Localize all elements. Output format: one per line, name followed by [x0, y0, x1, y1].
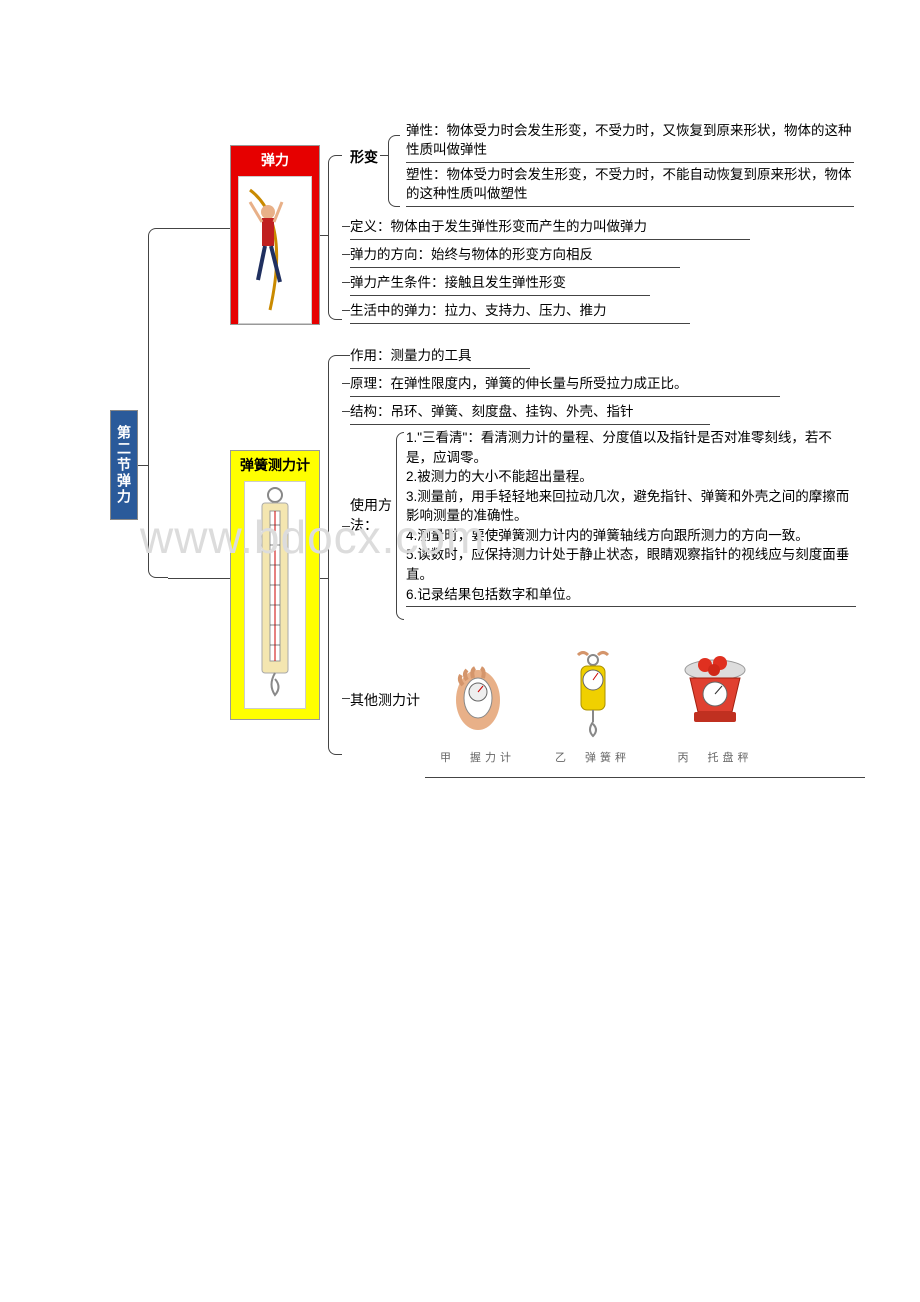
branch2-stem — [320, 578, 328, 579]
other-scales-row: 甲 握力计 乙 弹簧秤 — [440, 650, 760, 765]
node-spring-title: 弹簧测力计 — [231, 451, 319, 479]
conn-to-yellow — [168, 578, 230, 579]
root-title: 第二节弹力 — [114, 425, 134, 505]
conn-to-red — [168, 228, 230, 229]
spring-balance: 乙 弹簧秤 — [555, 650, 630, 765]
text-function: 作用：测量力的工具 — [350, 347, 530, 369]
text-plasticity: 塑性：物体受力时会发生形变，不受力时，不能自动恢复到原来形状，物体的这种性质叫做… — [406, 166, 854, 207]
label-other-scales: 其他测力计 — [350, 690, 420, 710]
branch1-stem — [320, 235, 328, 236]
text-structure: 结构：吊环、弹簧、刻度盘、挂钩、外壳、指针 — [350, 403, 710, 425]
b2-l2 — [342, 383, 350, 384]
b2-l1 — [342, 355, 350, 356]
text-definition: 定义：物体由于发生弹性形变而产生的力叫做弹力 — [350, 218, 750, 240]
b1-l2 — [342, 254, 350, 255]
grip-meter: 甲 握力计 — [440, 660, 515, 765]
caption-grip: 甲 握力计 — [440, 749, 515, 765]
text-life: 生活中的弹力：拉力、支持力、压力、推力 — [350, 302, 690, 324]
text-elasticity: 弹性：物体受力时会发生形变，不受力时，又恢复到原来形状，物体的这种性质叫做弹性 — [406, 122, 854, 163]
deform-bracket — [388, 135, 400, 207]
pan-scale: 丙 托盘秤 — [670, 650, 760, 765]
b2-l5 — [342, 698, 350, 699]
node-elastic-force: 弹力 — [230, 145, 320, 325]
node-elastic-title: 弹力 — [231, 146, 319, 174]
text-condition: 弹力产生条件：接触且发生弹性形变 — [350, 274, 650, 296]
caption-pan: 丙 托盘秤 — [670, 749, 760, 765]
text-direction: 弹力的方向：始终与物体的形变方向相反 — [350, 246, 680, 268]
branch1-bracket — [328, 155, 342, 320]
root-node: 第二节弹力 — [110, 410, 138, 520]
b1-l3 — [342, 282, 350, 283]
caption-spring: 乙 弹簧秤 — [555, 749, 630, 765]
b1-l4 — [342, 310, 350, 311]
text-principle: 原理：在弹性限度内，弹簧的伸长量与所受拉力成正比。 — [350, 375, 780, 397]
b1-l1 — [342, 226, 350, 227]
b2-l3 — [342, 411, 350, 412]
pole-vault-image — [238, 176, 312, 324]
deform-stem — [380, 155, 388, 156]
node-spring-scale: 弹簧测力计 — [230, 450, 320, 720]
root-stem — [138, 465, 148, 466]
label-deformation: 形变 — [350, 147, 378, 167]
watermark-text: www.bdocx.com — [140, 510, 485, 564]
